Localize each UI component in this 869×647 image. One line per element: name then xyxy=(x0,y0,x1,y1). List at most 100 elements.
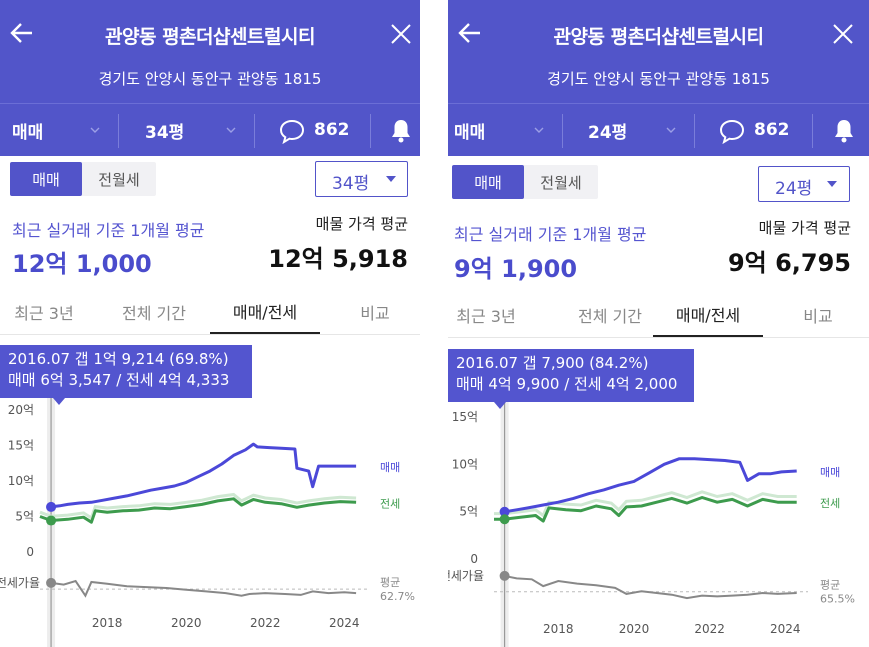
back-arrow-icon[interactable] xyxy=(456,18,484,48)
toggle-sale[interactable]: 매매 xyxy=(10,162,82,196)
address: 경기도 안양시 동안구 관양동 1815 xyxy=(98,70,322,88)
size-dropdown-value: 34평 xyxy=(332,174,370,194)
tab-bar: 최근 3년 전체 기간 매매/전세 비교 xyxy=(0,290,420,335)
y-tick-label: 15억 xyxy=(8,439,34,453)
deal-type-select[interactable]: 매매 xyxy=(12,122,44,143)
page-title: 관양동 평촌더샵센트럴시티 xyxy=(553,26,764,48)
x-tick-label: 2018 xyxy=(92,616,123,630)
ratio-line xyxy=(50,579,357,598)
tooltip-line2: 매매 6억 3,547 / 전세 4억 4,333 xyxy=(8,371,230,389)
jeonse-line xyxy=(39,497,357,524)
tooltip-line2: 매매 4억 9,900 / 전세 4억 2,000 xyxy=(456,375,678,393)
jeonse-line xyxy=(494,496,797,523)
caret-down-icon xyxy=(386,176,396,182)
chevron-down-icon xyxy=(226,127,236,133)
listing-value: 9억 6,795 xyxy=(727,249,851,277)
y-tick-label: 5억 xyxy=(15,510,34,524)
recent-label: 최근 실거래 기준 1개월 평균 xyxy=(12,221,205,240)
listing-label: 매물 가격 평균 xyxy=(758,219,851,237)
filter-bar: 매매 34평 862 xyxy=(0,103,420,156)
comment-count[interactable]: 862 xyxy=(314,120,350,140)
bell-icon[interactable] xyxy=(832,118,856,144)
tab-sale-jeonse[interactable]: 매매/전세 xyxy=(210,290,320,334)
recent-value: 12억 1,000 xyxy=(12,250,152,278)
chart-tooltip: 2016.07 갭 1억 9,214 (69.8%) 매매 6억 3,547 /… xyxy=(0,345,252,405)
legend-jeonse: 전세 xyxy=(380,497,400,510)
ratio-avg-value: 65.5% xyxy=(820,593,855,606)
chart-tooltip: 2016.07 갭 7,900 (84.2%) 매매 4억 9,900 / 전세… xyxy=(448,349,694,409)
toggle-rent[interactable]: 전월세 xyxy=(98,170,140,189)
close-icon[interactable] xyxy=(831,22,855,46)
tab-compare[interactable]: 비교 xyxy=(360,304,390,323)
deal-type-select[interactable]: 매매 xyxy=(454,122,486,143)
tab-recent-3y[interactable]: 최근 3년 xyxy=(456,307,516,326)
tab-sale-jeonse[interactable]: 매매/전세 xyxy=(653,293,763,337)
x-tick-label: 2024 xyxy=(329,616,360,630)
tab-all-period[interactable]: 전체 기간 xyxy=(122,304,186,323)
close-icon[interactable] xyxy=(389,22,413,46)
page-title: 관양동 평촌더샵센트럴시티 xyxy=(105,26,315,48)
back-arrow-icon[interactable] xyxy=(8,18,36,48)
listing-value: 12억 5,918 xyxy=(268,245,408,273)
comment-icon[interactable] xyxy=(278,118,306,144)
sale-line xyxy=(50,442,357,509)
tab-bar: 최근 3년 전체 기간 매매/전세 비교 xyxy=(448,293,869,338)
right-panel: 관양동 평촌더샵센트럴시티 경기도 안양시 동안구 관양동 1815 매매 24… xyxy=(448,0,869,647)
tooltip-line1: 2016.07 갭 1억 9,214 (69.8%) xyxy=(8,350,229,368)
chevron-down-icon xyxy=(90,127,100,133)
listing-label: 매물 가격 평균 xyxy=(315,215,408,233)
legend-sale: 매매 xyxy=(820,466,840,479)
recent-value: 9억 1,900 xyxy=(454,255,578,283)
sale-point xyxy=(46,501,57,512)
ratio-avg-value: 62.7% xyxy=(380,590,415,603)
toggle-sale[interactable]: 매매 xyxy=(452,165,524,199)
size-dropdown[interactable]: 24평 xyxy=(758,166,850,202)
y-tick-label: 10억 xyxy=(452,457,478,471)
tab-all-period[interactable]: 전체 기간 xyxy=(578,307,642,326)
jeonse-point xyxy=(46,515,57,526)
y-tick-label: 10억 xyxy=(8,474,34,488)
ratio-line xyxy=(504,574,797,600)
ratio-avg-label: 평균 xyxy=(380,576,400,589)
x-tick-label: 2024 xyxy=(770,622,801,636)
ratio-point xyxy=(499,570,510,581)
ratio-avg-label: 평균 xyxy=(820,579,840,592)
x-tick-label: 2020 xyxy=(171,616,202,630)
ratio-label: 전세가율 xyxy=(0,576,40,590)
jeonse-range-line xyxy=(39,492,357,521)
jeonse-range-line xyxy=(494,490,797,518)
y-tick-label: 15억 xyxy=(452,410,478,424)
ratio-label: 전세가율 xyxy=(448,569,484,583)
toggle-rent[interactable]: 전월세 xyxy=(540,173,582,192)
legend-jeonse: 전세 xyxy=(820,497,840,510)
header: 관양동 평촌더샵센트럴시티 경기도 안양시 동안구 관양동 1815 xyxy=(0,0,420,103)
x-tick-label: 2022 xyxy=(250,616,281,630)
x-tick-label: 2020 xyxy=(619,622,650,636)
size-select[interactable]: 24평 xyxy=(588,122,628,143)
jeonse-point xyxy=(499,514,510,525)
size-dropdown-value: 24평 xyxy=(775,179,813,199)
y-tick-label: 0 xyxy=(470,552,478,566)
sale-point xyxy=(499,506,510,517)
size-dropdown[interactable]: 34평 xyxy=(315,161,408,197)
comment-count[interactable]: 862 xyxy=(754,120,790,140)
y-tick-label: 20억 xyxy=(8,403,34,417)
x-tick-label: 2022 xyxy=(694,622,725,636)
address: 경기도 안양시 동안구 관양동 1815 xyxy=(547,70,770,88)
comment-icon[interactable] xyxy=(718,118,746,144)
y-tick-label: 0 xyxy=(26,545,34,559)
chevron-down-icon xyxy=(534,127,544,133)
sale-line xyxy=(504,457,797,514)
size-select[interactable]: 34평 xyxy=(145,122,185,143)
chevron-down-icon xyxy=(666,127,676,133)
x-tick-label: 2018 xyxy=(543,622,574,636)
y-tick-label: 5억 xyxy=(459,505,478,519)
recent-label: 최근 실거래 기준 1개월 평균 xyxy=(454,225,647,244)
header: 관양동 평촌더샵센트럴시티 경기도 안양시 동안구 관양동 1815 xyxy=(448,0,869,103)
bell-icon[interactable] xyxy=(389,118,413,144)
tab-compare[interactable]: 비교 xyxy=(803,307,833,326)
ratio-point xyxy=(46,577,57,588)
tab-recent-3y[interactable]: 최근 3년 xyxy=(14,304,74,323)
